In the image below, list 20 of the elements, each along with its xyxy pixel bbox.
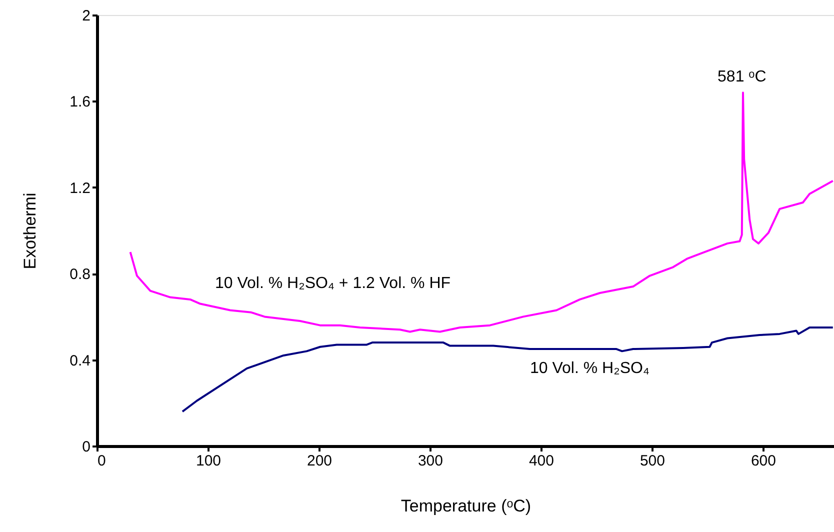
x-tick-label: 600 — [750, 452, 776, 470]
y-axis-title: Exothermi — [20, 192, 40, 270]
line-series — [181, 326, 834, 413]
annotation: 581 ᵒC — [718, 68, 766, 86]
x-axis-title: Temperature (ᵒC) — [400, 496, 532, 516]
y-tick-label: 0 — [82, 438, 90, 456]
x-tick-label: 100 — [196, 452, 222, 470]
x-tick-label: 0 — [98, 452, 106, 470]
series-label: 10 Vol. % H₂SO₄ — [530, 360, 650, 377]
y-tick-label: 2 — [82, 8, 90, 24]
y-tick-label: 0.8 — [70, 266, 90, 284]
series-label: 10 Vol. % H₂SO₄ + 1.2 Vol. % HF — [215, 275, 451, 292]
y-tick-label: 1.6 — [70, 94, 90, 111]
x-tick-label: 300 — [418, 452, 443, 470]
y-tick-label: 0.4 — [70, 352, 90, 370]
line-series — [129, 92, 834, 333]
x-tick-label: 200 — [306, 452, 332, 470]
x-tick-label: 400 — [528, 452, 554, 470]
x-tick-label: 500 — [640, 452, 665, 470]
y-tick-label: 1.2 — [70, 180, 90, 197]
